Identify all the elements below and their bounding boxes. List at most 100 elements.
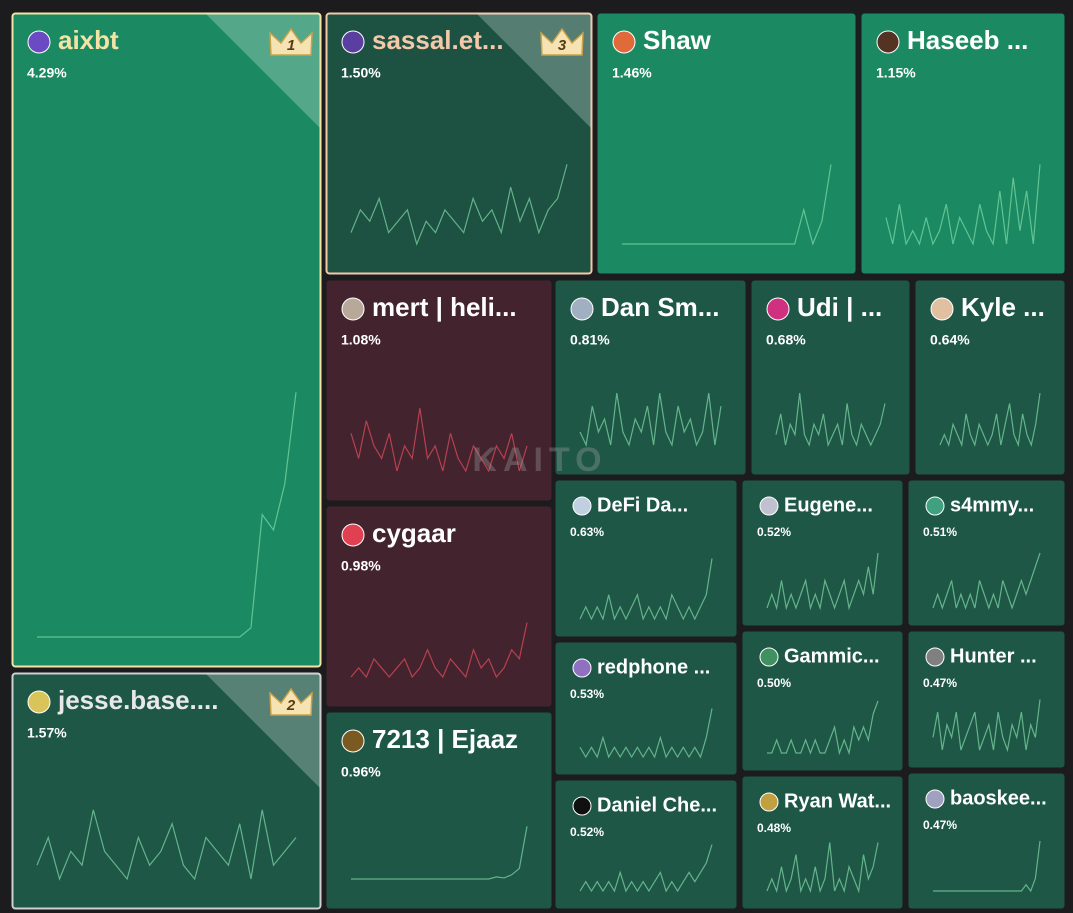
tile-name: Ryan Wat... [784, 790, 891, 812]
sparkline [579, 708, 713, 759]
tile-box [326, 506, 552, 707]
tile-box [742, 776, 903, 909]
tile-box [908, 773, 1065, 909]
sparkline [885, 164, 1041, 247]
tile: redphone ... 0.53% [555, 642, 737, 775]
avatar [27, 690, 51, 714]
tile-name: DeFi Da... [597, 494, 688, 516]
sparkline [622, 164, 832, 246]
tile: Haseeb ... 1.15% [861, 13, 1065, 274]
tile-name: Udi | ... [797, 292, 882, 322]
tile-value: 1.57% [27, 725, 67, 741]
avatar [925, 789, 945, 809]
tile: Daniel Che... 0.52% [555, 780, 737, 909]
rank-label: 3 [558, 37, 567, 54]
tile-box [11, 12, 322, 668]
tile-value: 1.08% [341, 332, 381, 348]
tile-name: Daniel Che... [597, 794, 717, 816]
tile-name: redphone ... [597, 656, 710, 678]
sparkline [350, 164, 568, 246]
avatar [759, 647, 779, 667]
tile: Kyle ... 0.64% [915, 280, 1065, 475]
tile: DeFi Da... 0.63% [555, 480, 737, 637]
tile: 7213 | Ejaaz 0.96% [326, 712, 552, 909]
tile-box [326, 712, 552, 909]
tile-box [555, 280, 746, 475]
tile-name: 7213 | Ejaaz [372, 724, 518, 754]
avatar [572, 496, 592, 516]
crown [269, 687, 313, 716]
tile: Dan Sm... 0.81% [555, 280, 746, 475]
tile-value: 0.98% [341, 558, 381, 574]
crown [269, 27, 313, 56]
tile-value: 0.52% [570, 825, 604, 839]
tile: Hunter ... 0.47% [908, 631, 1065, 768]
rank-label: 2 [286, 697, 296, 714]
tile-box [555, 480, 737, 637]
avatar [766, 297, 790, 321]
tile-name: jesse.base.... [57, 685, 218, 715]
tile: Shaw 1.46% [597, 13, 856, 274]
tile-value: 4.29% [27, 65, 67, 81]
sparkline [350, 408, 528, 473]
tile-box [597, 13, 856, 274]
avatar [341, 523, 365, 547]
tile-name: Kyle ... [961, 292, 1045, 322]
tile-value: 0.63% [570, 525, 604, 539]
tile-name: Dan Sm... [601, 292, 719, 322]
tile-name: Shaw [643, 25, 712, 55]
tile-value: 1.50% [341, 65, 381, 81]
tile-box [11, 672, 322, 910]
tile-name: cygaar [372, 518, 456, 548]
tile: mert | heli... 1.08% [326, 280, 552, 501]
tile-value: 1.46% [612, 65, 652, 81]
avatar [27, 30, 51, 54]
sparkline [36, 809, 297, 881]
tile-box [908, 631, 1065, 768]
sparkline [37, 392, 297, 638]
avatar [876, 30, 900, 54]
avatar [341, 30, 365, 54]
avatar [930, 297, 954, 321]
sparkline [932, 699, 1041, 753]
sparkline [350, 622, 528, 679]
sparkline [767, 700, 879, 756]
tile-name: Eugene... [784, 494, 873, 516]
tile: baoskee... 0.47% [908, 773, 1065, 909]
tile: Eugene... 0.52% [742, 480, 903, 626]
tile: s4mmy... 0.51% [908, 480, 1065, 626]
tile-name: mert | heli... [372, 292, 517, 322]
tile: cygaar 0.98% [326, 506, 552, 707]
tile: Udi | ... 0.68% [751, 280, 910, 475]
tile-value: 0.68% [766, 332, 806, 348]
tile: aixbt 4.29% 1 [11, 12, 322, 668]
tile-name: Gammic... [784, 645, 880, 667]
avatar [341, 729, 365, 753]
avatar [570, 297, 594, 321]
tile-value: 0.48% [757, 821, 791, 835]
tile: sassal.et... 1.50% 3 [325, 12, 593, 275]
tile-box [742, 631, 903, 771]
sparkline [766, 552, 879, 611]
tile-name: baoskee... [950, 787, 1047, 809]
sparkline [766, 842, 879, 894]
avatar [341, 297, 365, 321]
sparkline [932, 552, 1041, 610]
sparkline [579, 393, 722, 448]
crown [540, 27, 584, 56]
tile-value: 0.96% [341, 764, 381, 780]
sparkline [775, 393, 886, 448]
tile-value: 0.64% [930, 332, 970, 348]
avatar [759, 496, 779, 516]
tile-name: s4mmy... [950, 494, 1034, 516]
tile-value: 0.51% [923, 525, 957, 539]
tile-name: sassal.et... [372, 25, 504, 55]
avatar [572, 658, 592, 678]
tile-value: 0.81% [570, 332, 610, 348]
avatar [572, 796, 592, 816]
tile: jesse.base.... 1.57% 2 [11, 672, 322, 910]
sparkline [351, 826, 528, 880]
tile-box [908, 480, 1065, 626]
avatar [612, 30, 636, 54]
